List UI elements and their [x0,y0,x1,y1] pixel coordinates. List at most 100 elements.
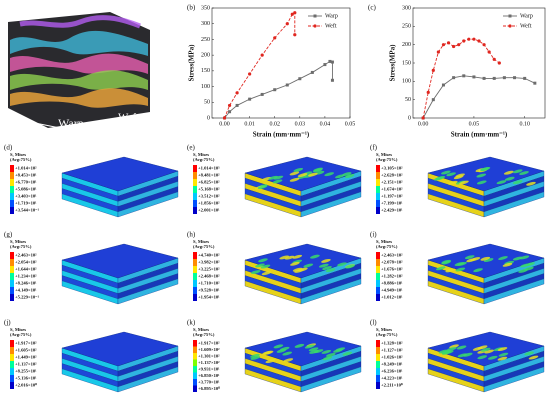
plot-frame [211,7,351,119]
stress-spot [446,346,457,351]
stress-spot [455,173,465,178]
stress-spot [260,264,271,269]
contour-panel: (g)S, Mises(Avg:75%) +2.463×10² +2.054×10²… [4,231,179,305]
stress-spot [504,176,515,181]
point [441,83,445,87]
legend-value: +2.211×10⁰ [381,383,403,388]
legend-value: +1.605×10² [15,348,37,353]
plate-top [61,156,179,192]
stress-spot [261,176,272,181]
panel-a: (a) Warp Weft [3,3,150,137]
legend-value: +1.137×10² [198,360,220,365]
point [462,74,466,78]
stress-spot [326,352,336,357]
legend-label: Warp [325,13,338,19]
plate-side [483,278,545,305]
stress-spot [480,256,491,261]
stress-spot [457,353,468,358]
stress-spot [325,268,336,273]
legend-value: +1.328×10² [381,341,403,346]
y-axis-label: Stress(MPa) [389,44,397,81]
stress-spot [322,266,332,270]
legend-value: +4.223×10¹ [381,376,403,381]
plate-side [300,366,362,393]
series-line [224,11,296,119]
legend-value: +2.628×10² [381,173,403,178]
legend-title: S, Mises [376,239,392,244]
stress-spot [310,254,320,259]
plate-side [483,366,545,393]
legend-value: +1.012×10¹ [381,295,403,300]
y-tick-label: 300 [402,5,411,11]
point [421,116,425,120]
contour-panel: (i)S, Mises(Avg:75%) +2.463×10² +2.078×10²… [370,231,545,305]
y-axis-label: Stress(MPa) [188,44,196,81]
color-swatch [193,353,197,360]
point [248,72,252,76]
stress-spot [483,258,494,263]
stress-spot [290,261,300,266]
color-swatch [10,252,14,259]
stress-spot [268,175,279,180]
point [285,22,289,26]
x-tick-label: 0.00 [418,121,429,127]
legend-value: +1.676×10² [381,267,403,272]
stress-spot [464,255,475,260]
color-swatch [193,366,197,373]
x-tick-label: 0.01 [244,121,255,127]
y-tick-label: 150 [402,60,411,66]
legend-value: +6.895×10⁰ [198,386,220,391]
legend-value: +1.917×10² [198,340,220,345]
color-swatch [193,200,197,207]
color-swatch [10,193,14,200]
color-swatch [376,354,380,361]
color-swatch [193,259,197,266]
stress-spot [528,355,539,360]
plate-top [244,331,362,367]
color-swatch [10,172,14,179]
panel-label: (h) [187,231,196,239]
point [446,41,451,45]
point [472,37,476,41]
stress-spot [519,171,529,175]
legend-value: +1.856×10² [198,201,220,206]
stress-spot [344,174,355,179]
legend-value: +4.949×10¹ [381,288,403,293]
color-swatch [376,375,380,382]
color-swatch [10,186,14,193]
legend-marker [313,24,317,28]
stress-spot [283,358,294,363]
color-swatch [376,165,380,172]
point [330,60,334,64]
stress-spot [456,345,467,350]
stress-spot [476,173,487,178]
point [228,110,232,114]
series-line [422,38,500,119]
yarn [10,30,148,56]
panel-label: (f) [370,144,378,152]
color-swatch [10,294,14,301]
stress-spot [250,355,261,360]
point [310,70,314,74]
legend-value: +8.255×10¹ [15,369,37,374]
stress-spot [341,172,352,177]
x-tick-label: 0.05 [345,121,356,127]
panel-label: (i) [370,231,377,239]
panel-label: (c) [368,4,376,12]
point [482,43,486,47]
point [290,12,294,16]
point [235,103,239,107]
arrow [9,117,101,137]
stress-spot [345,264,355,269]
color-swatch [376,294,380,301]
series-line [224,60,333,119]
point [452,76,456,80]
stress-spot [294,343,305,348]
y-tick-label: 50 [405,97,411,103]
color-swatch [10,361,14,368]
yarn [10,70,148,90]
legend-value: +5.086×10¹ [15,187,37,192]
stress-spot [312,168,323,173]
legend-value: +2.078×10² [381,260,403,265]
stress-spot [496,180,507,185]
